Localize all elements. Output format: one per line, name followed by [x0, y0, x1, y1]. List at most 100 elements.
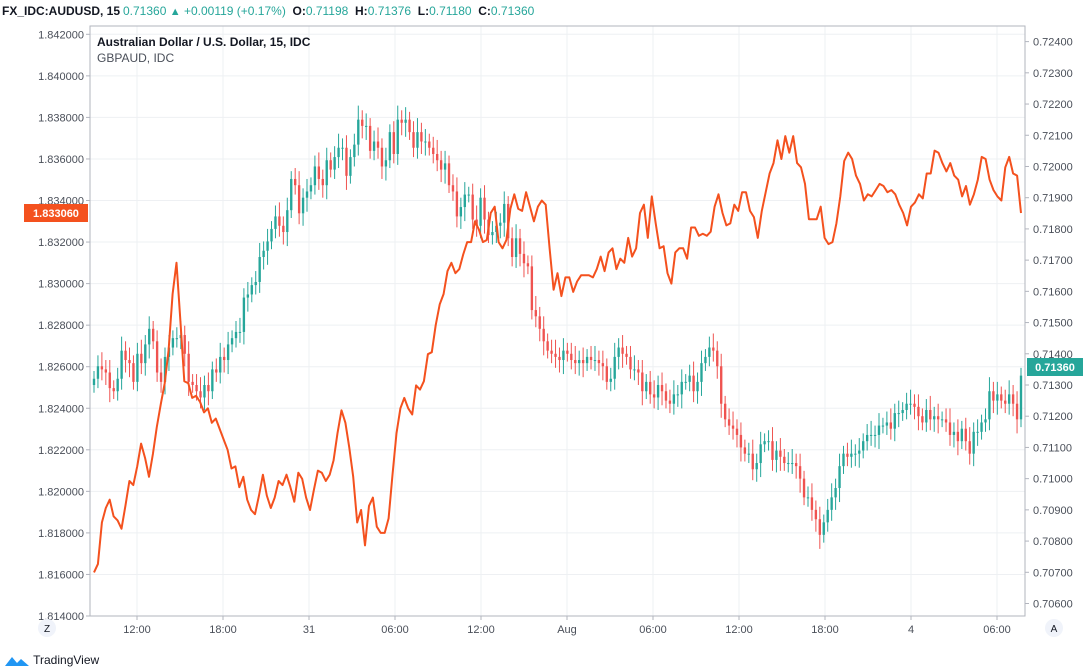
candle-body — [436, 153, 439, 161]
candle-body — [211, 369, 214, 392]
price-chart[interactable]: 1.8420001.8400001.8380001.8360001.834000… — [0, 22, 1086, 646]
candle-body — [956, 431, 960, 442]
candle-body — [779, 450, 782, 457]
candle-body — [960, 428, 964, 442]
close-value: 0.71360 — [490, 4, 535, 18]
candle-body — [455, 191, 459, 217]
tradingview-logo[interactable]: TradingView — [4, 652, 99, 668]
candle-body — [893, 413, 896, 429]
right-tick-label: 0.71600 — [1033, 286, 1073, 298]
left-tick-label: 1.840000 — [38, 71, 84, 83]
candle-body — [968, 441, 971, 454]
candle-body — [1011, 394, 1015, 404]
candle-body — [148, 328, 151, 345]
main-series-legend: Australian Dollar / U.S. Dollar, 15, IDC — [97, 35, 311, 49]
candle-body — [743, 447, 747, 454]
candle-body — [676, 394, 679, 396]
candle-body — [183, 335, 186, 354]
ohlc-readout: 0.71360 ▲ +0.00119 (+0.17%) O:0.71198 H:… — [123, 0, 534, 23]
candle-body — [195, 384, 198, 392]
candle-body — [905, 403, 908, 410]
time-tick-label: 12:00 — [725, 624, 753, 636]
candle-body — [424, 141, 427, 143]
candle-body — [234, 331, 238, 339]
left-tick-label: 1.818000 — [38, 528, 84, 540]
candle-body — [668, 400, 672, 404]
candle-body — [258, 257, 261, 282]
candle-body — [854, 453, 857, 455]
candle-body — [128, 360, 131, 364]
candle-body — [850, 453, 853, 457]
candle-body — [952, 431, 956, 435]
candle-body — [649, 381, 652, 395]
candle-body — [810, 497, 814, 510]
candle-body — [936, 416, 940, 420]
candle-body — [992, 391, 995, 401]
candle-body — [542, 328, 545, 342]
candle-body — [794, 463, 798, 467]
time-tick-label: 31 — [303, 624, 315, 636]
candle-body — [763, 441, 766, 445]
candle-body — [526, 263, 530, 267]
candle-body — [349, 157, 352, 176]
low-label: L: — [417, 4, 430, 18]
candle-body — [881, 425, 885, 427]
candle-body — [467, 194, 470, 196]
candle-body — [889, 422, 893, 429]
candle-body — [842, 453, 845, 467]
candle-body — [207, 384, 210, 392]
candle-body — [948, 422, 952, 435]
candle-body — [412, 132, 415, 148]
right-tick-label: 0.71200 — [1033, 411, 1073, 423]
candle-body — [704, 356, 707, 364]
candle-body — [392, 132, 395, 154]
candle-body — [305, 191, 309, 198]
candle-body — [735, 428, 739, 435]
left-tick-label: 1.832000 — [38, 237, 84, 249]
right-tick-label: 0.72400 — [1033, 37, 1073, 49]
candle-body — [865, 434, 869, 442]
candle-body — [518, 238, 522, 254]
candle-body — [428, 141, 431, 148]
time-tick-label: 12:00 — [467, 624, 495, 636]
right-tick-label: 0.71500 — [1033, 318, 1073, 330]
candle-body — [329, 160, 332, 170]
candle-body — [345, 147, 348, 176]
candle-body — [578, 360, 581, 364]
candle-body — [479, 197, 482, 226]
auto-scale-right-button[interactable]: A — [1045, 619, 1063, 637]
candle-body — [376, 141, 380, 148]
candle-body — [775, 450, 778, 460]
candle-body — [353, 144, 356, 158]
left-tick-label: 1.816000 — [38, 569, 84, 581]
candle-body — [846, 453, 849, 457]
candle-body — [290, 178, 293, 211]
candle-body — [976, 431, 979, 433]
right-price-axis[interactable]: 0.72400 0.72300 0.72200 0.72100 0.72000 0.719… — [1025, 37, 1073, 611]
left-tick-label: 1.836000 — [38, 154, 84, 166]
time-axis[interactable]: 12:00 18:00 31 06:00 12:00 Aug 06:00 12:00 18:00… — [123, 616, 1011, 636]
candle-body — [432, 147, 435, 154]
candle-body — [108, 372, 111, 389]
candle-body — [984, 419, 987, 423]
candle-body — [1007, 394, 1011, 404]
candle-body — [917, 406, 920, 417]
candle-body — [341, 147, 344, 149]
candle-body — [680, 381, 683, 395]
candle-body — [712, 347, 715, 351]
auto-scale-left-button[interactable]: Z — [38, 619, 56, 637]
left-tick-label: 1.838000 — [38, 112, 84, 124]
candle-body — [321, 178, 324, 186]
candle-body — [408, 119, 411, 133]
candle-body — [605, 366, 608, 382]
candle-body — [869, 434, 873, 436]
candle-body — [262, 250, 265, 258]
candle-body — [554, 353, 557, 357]
left-price-axis[interactable]: 1.8420001.8400001.8380001.8360001.834000… — [38, 29, 90, 623]
candle-body — [132, 363, 135, 382]
candle-body — [499, 222, 502, 226]
candle-body — [447, 163, 451, 186]
candle-body — [798, 466, 802, 479]
candle-body — [550, 350, 553, 354]
candle-body — [802, 478, 806, 498]
